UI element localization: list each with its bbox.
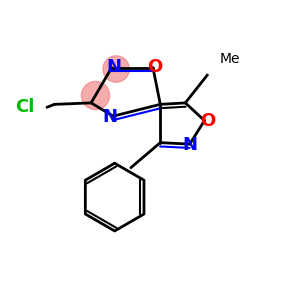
Circle shape xyxy=(81,81,110,110)
Text: O: O xyxy=(200,112,215,130)
Text: Cl: Cl xyxy=(15,98,34,116)
Text: Me: Me xyxy=(219,52,240,66)
Text: N: N xyxy=(106,58,122,76)
Text: N: N xyxy=(103,108,118,126)
Text: O: O xyxy=(147,58,162,76)
Circle shape xyxy=(103,56,129,82)
Text: N: N xyxy=(182,136,197,154)
